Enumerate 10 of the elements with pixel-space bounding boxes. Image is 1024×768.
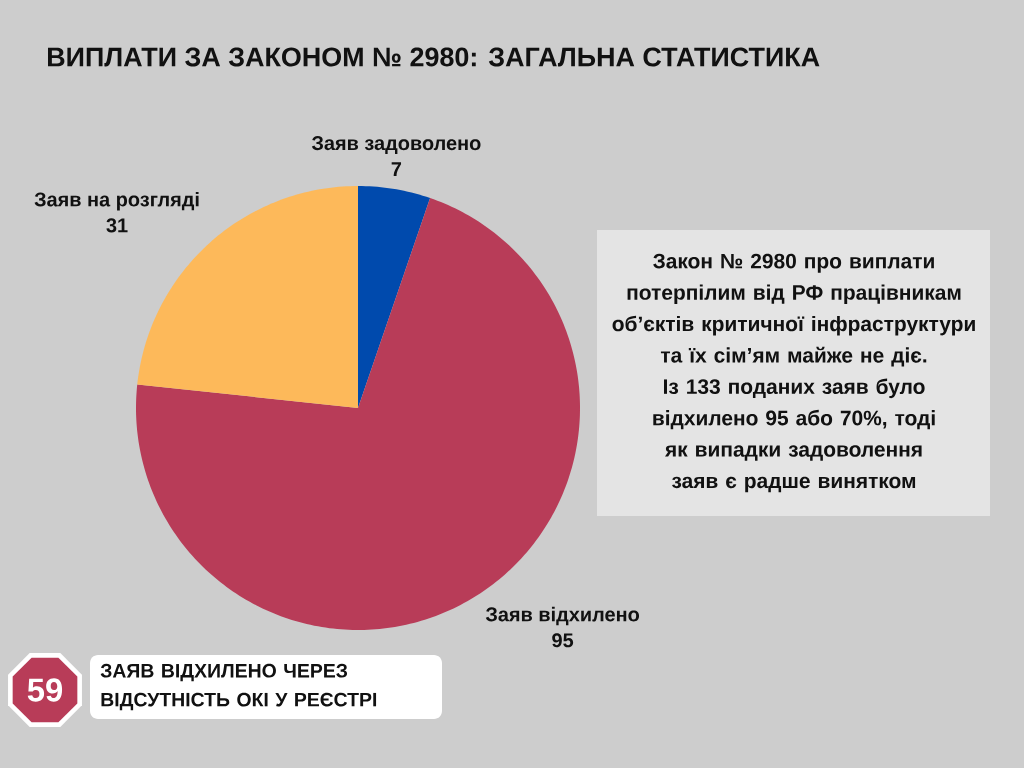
data-label: 7 bbox=[391, 162, 402, 176]
chart-title: ВИПЛАТИ ЗА ЗАКОНОМ № 2980: ЗАГАЛЬНА СТАТИСТИКА bbox=[48, 47, 820, 67]
slice-label: Заяв задоволено bbox=[311, 136, 481, 154]
text: Закон № 2980 про виплати потерпілим від РФ працівникам об’єктів критичної інфраструктури та їх сім’ям майже не діє. Із 133 поданих заяв було відхилено 95 або 70%, тоді як випадки задоволення заяв є радше винятком bbox=[612, 253, 975, 493]
text: 59 bbox=[27, 678, 63, 702]
data-label: 95 bbox=[552, 633, 574, 648]
data-label: 31 bbox=[106, 218, 128, 233]
slice-label: Заяв на розгляді bbox=[34, 191, 199, 211]
text: ЗАЯВ ВІДХИЛЕНО ЧЕРЕЗ ВІДСУТНІСТЬ ОКІ У РЕЄСТРІ bbox=[100, 663, 377, 711]
slice-label: Заяв відхилено bbox=[485, 606, 640, 626]
